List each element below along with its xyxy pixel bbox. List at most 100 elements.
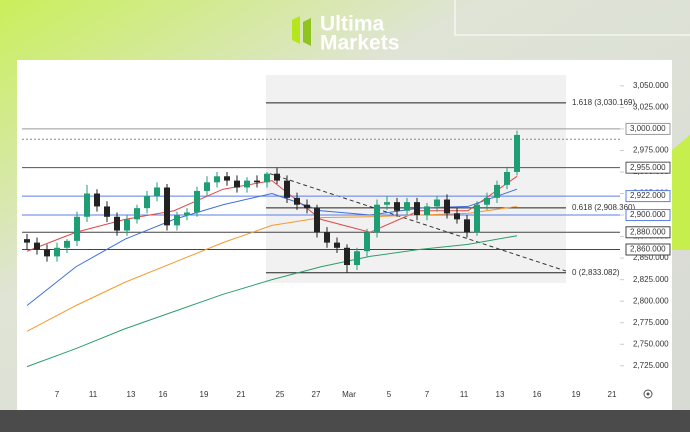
x-tick-label: 21 <box>237 390 246 399</box>
x-tick-label: 21 <box>608 390 617 399</box>
x-tick-label: 13 <box>496 390 505 399</box>
candle-body <box>314 208 320 233</box>
candle-body <box>484 197 490 205</box>
candle-body <box>224 176 230 181</box>
decor-line <box>454 0 690 36</box>
candle-body <box>104 206 110 217</box>
level-box <box>625 226 671 239</box>
y-tick-label: 2,725.000 <box>633 361 669 370</box>
candle-body <box>504 171 510 185</box>
candle-body <box>424 206 430 216</box>
fib-label: 0.618 (2,908.360) <box>572 203 635 212</box>
x-tick-label: Mar <box>342 390 356 399</box>
logo: Ultima Markets <box>292 13 399 55</box>
candle-body <box>514 134 520 172</box>
x-tick-label: 19 <box>572 390 581 399</box>
x-tick-label: 11 <box>89 390 98 399</box>
candle-body <box>164 187 170 226</box>
level-label: 2,955.000 <box>630 163 666 172</box>
candle-body <box>244 180 250 188</box>
candle-body <box>124 219 130 231</box>
candle-body <box>474 204 480 233</box>
candle-body <box>404 202 410 211</box>
level-box <box>625 122 671 135</box>
x-tick-label: 27 <box>312 390 321 399</box>
candle-body <box>174 215 180 226</box>
level-label: 2,900.000 <box>630 210 666 219</box>
level-label: 2,860.000 <box>630 245 666 254</box>
y-tick-label: 2,850.000 <box>633 253 669 262</box>
level-box <box>625 161 671 174</box>
plot: 2,725.000 2,750.000 2,775.000 2,800.000 2,82… <box>22 81 671 399</box>
candle-body <box>274 173 280 181</box>
y-tick-label: 2,775.000 <box>633 318 669 327</box>
candle-body <box>74 216 80 241</box>
candle-body <box>364 232 370 252</box>
level-label: 2,922.000 <box>630 191 666 200</box>
candle-body <box>84 193 90 217</box>
level-label: 2,880.000 <box>630 227 666 236</box>
candle-body <box>284 180 290 198</box>
x-tick-label: 25 <box>276 390 285 399</box>
candle-body <box>34 242 40 250</box>
y-tick-label: 2,975.000 <box>633 146 669 155</box>
candle-body <box>384 202 390 205</box>
moving-average <box>26 205 518 332</box>
brand-line2: Markets <box>320 32 399 55</box>
level-box <box>625 243 671 256</box>
fib-label: 0 (2,833.082) <box>572 268 620 277</box>
candle-body <box>394 202 400 211</box>
candle-body <box>454 213 460 220</box>
settings-icon[interactable] <box>643 389 653 399</box>
moving-average <box>26 235 518 368</box>
candle-body <box>334 242 340 248</box>
candle-body <box>304 204 310 209</box>
x-tick-label: 16 <box>533 390 542 399</box>
y-tick-label: 3,025.000 <box>633 102 669 111</box>
x-tick-label: 11 <box>460 390 469 399</box>
candle-body <box>204 182 210 191</box>
candle-body <box>44 249 50 257</box>
candle-body <box>464 219 470 233</box>
brand-line1: Ultima <box>320 13 385 36</box>
candle-body <box>374 204 380 233</box>
y-tick-label: 2,800.000 <box>633 296 669 305</box>
candle-body <box>184 212 190 216</box>
level-box <box>625 209 671 222</box>
y-tick-label: 3,050.000 <box>633 81 669 90</box>
x-tick-label: 5 <box>387 390 392 399</box>
moving-average <box>26 188 518 306</box>
level-label: 3,000.000 <box>630 124 666 133</box>
candle-body <box>234 180 240 188</box>
candle-body <box>154 187 160 197</box>
candle-body <box>54 247 60 257</box>
candle-body <box>24 239 30 243</box>
candle-body <box>414 202 420 216</box>
y-tick-label: 2,750.000 <box>633 339 669 348</box>
fib-label: 1.618 (3,030.169) <box>572 98 635 107</box>
candle-body <box>294 197 300 205</box>
candle-body <box>134 208 140 220</box>
candle-body <box>434 199 440 207</box>
candle-body <box>144 196 150 209</box>
candle-body <box>494 184 500 198</box>
x-tick-label: 7 <box>55 390 60 399</box>
candle-body <box>64 240 70 248</box>
candle-body <box>114 216 120 231</box>
x-tick-label: 7 <box>425 390 430 399</box>
moving-average <box>26 175 518 252</box>
trendline <box>269 173 567 272</box>
y-tick-label: 2,825.000 <box>633 275 669 284</box>
candle-body <box>94 193 100 207</box>
footer-band <box>0 410 690 432</box>
x-tick-label: 19 <box>200 390 209 399</box>
candle-body <box>254 180 260 183</box>
accent <box>672 135 690 250</box>
x-tick-label: 16 <box>159 390 168 399</box>
candle-body <box>214 176 220 183</box>
fib-zone <box>266 75 566 283</box>
candle-body <box>354 251 360 266</box>
candle-body <box>444 199 450 214</box>
candle-body <box>344 247 350 266</box>
level-box <box>625 190 671 203</box>
